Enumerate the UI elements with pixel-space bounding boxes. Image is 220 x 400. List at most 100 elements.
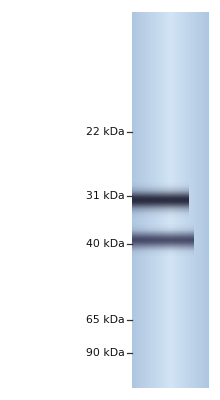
Bar xyxy=(142,12,143,388)
Bar xyxy=(132,212,189,213)
Bar xyxy=(197,12,198,388)
Bar xyxy=(199,12,200,388)
Bar xyxy=(132,239,194,240)
Bar xyxy=(132,227,194,228)
Bar xyxy=(132,249,194,250)
Bar xyxy=(194,12,195,388)
Bar xyxy=(132,192,189,193)
Bar xyxy=(150,12,151,388)
Bar xyxy=(132,193,189,194)
Bar xyxy=(132,247,194,248)
Bar xyxy=(132,207,189,208)
Text: 31 kDa: 31 kDa xyxy=(86,191,124,201)
Bar xyxy=(132,229,194,230)
Text: 22 kDa: 22 kDa xyxy=(86,127,124,137)
Bar xyxy=(155,12,156,388)
Text: 90 kDa: 90 kDa xyxy=(86,348,124,358)
Bar xyxy=(175,12,176,388)
Bar xyxy=(140,12,141,388)
Bar xyxy=(132,244,194,245)
Bar xyxy=(148,12,149,388)
Bar xyxy=(132,248,194,249)
Bar xyxy=(154,12,155,388)
Bar xyxy=(132,245,194,246)
Bar xyxy=(132,185,189,186)
Bar xyxy=(132,201,189,202)
Bar xyxy=(132,189,189,190)
Bar xyxy=(132,190,189,191)
Bar xyxy=(132,236,194,237)
Bar xyxy=(132,204,189,205)
Bar xyxy=(137,12,138,388)
Bar xyxy=(132,253,194,254)
Bar xyxy=(151,12,152,388)
Bar xyxy=(132,233,194,234)
Bar xyxy=(182,12,183,388)
Bar xyxy=(204,12,205,388)
Bar xyxy=(138,12,139,388)
Bar xyxy=(132,250,194,251)
Bar xyxy=(141,12,142,388)
Bar xyxy=(132,252,194,253)
Bar xyxy=(132,246,194,247)
Bar xyxy=(132,208,189,209)
Bar xyxy=(178,12,179,388)
Bar xyxy=(135,12,136,388)
Bar xyxy=(132,217,189,218)
Bar xyxy=(200,12,201,388)
Bar xyxy=(158,12,159,388)
Bar xyxy=(132,12,133,388)
Bar xyxy=(132,182,189,183)
Bar xyxy=(132,210,189,211)
Bar xyxy=(173,12,174,388)
Bar xyxy=(132,196,189,197)
Bar xyxy=(186,12,187,388)
Bar xyxy=(202,12,203,388)
Text: 40 kDa: 40 kDa xyxy=(86,239,124,249)
Bar xyxy=(205,12,206,388)
Bar xyxy=(191,12,192,388)
Bar xyxy=(144,12,145,388)
Bar xyxy=(181,12,182,388)
Bar xyxy=(146,12,147,388)
Bar xyxy=(166,12,167,388)
Bar xyxy=(162,12,163,388)
Bar xyxy=(132,205,189,206)
Bar xyxy=(132,232,194,233)
Bar xyxy=(160,12,161,388)
Bar xyxy=(188,12,189,388)
Bar xyxy=(132,197,189,198)
Bar xyxy=(167,12,168,388)
Bar xyxy=(157,12,158,388)
Bar xyxy=(132,237,194,238)
Bar xyxy=(132,225,194,226)
Bar xyxy=(201,12,202,388)
Bar xyxy=(207,12,208,388)
Bar xyxy=(164,12,165,388)
Bar xyxy=(190,12,191,388)
Bar xyxy=(132,240,194,241)
Bar xyxy=(132,235,194,236)
Bar xyxy=(206,12,207,388)
Bar xyxy=(165,12,166,388)
Bar xyxy=(134,12,135,388)
Bar xyxy=(161,12,162,388)
Bar xyxy=(132,209,189,210)
Bar xyxy=(132,242,194,243)
Bar xyxy=(143,12,144,388)
Bar xyxy=(132,187,189,188)
Bar xyxy=(183,12,184,388)
Bar xyxy=(172,12,173,388)
Bar xyxy=(132,211,189,212)
Bar xyxy=(132,202,189,203)
Bar xyxy=(170,12,171,388)
Bar xyxy=(185,12,186,388)
Bar xyxy=(196,12,197,388)
Bar xyxy=(132,203,189,204)
Bar xyxy=(132,212,189,213)
Bar xyxy=(195,12,196,388)
Bar xyxy=(187,12,188,388)
Bar xyxy=(168,12,169,388)
Bar xyxy=(132,216,189,217)
Bar xyxy=(132,184,189,185)
